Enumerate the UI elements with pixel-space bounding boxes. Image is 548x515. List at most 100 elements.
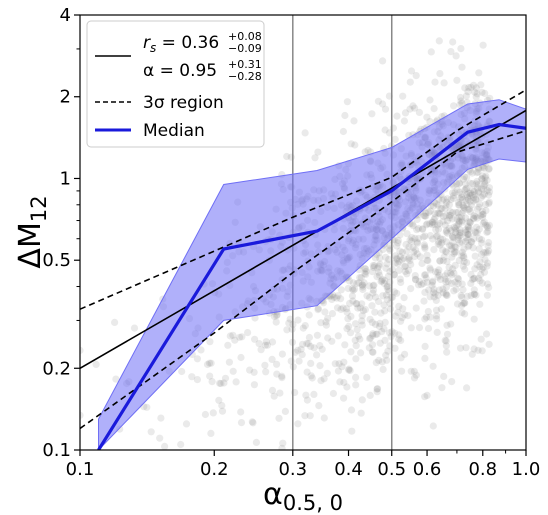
scatter-point bbox=[363, 292, 371, 300]
scatter-point bbox=[307, 359, 315, 367]
scatter-point bbox=[379, 57, 387, 65]
scatter-point bbox=[484, 224, 492, 232]
scatter-point bbox=[366, 391, 374, 399]
x-tick-label: 0.8 bbox=[468, 459, 497, 480]
scatter-point bbox=[478, 239, 486, 247]
scatter-point bbox=[458, 209, 466, 217]
scatter-point bbox=[458, 218, 466, 226]
scatter-point bbox=[381, 105, 390, 113]
scatter-point bbox=[403, 247, 411, 255]
scatter-point bbox=[433, 328, 441, 336]
scatter-point bbox=[270, 312, 278, 321]
scatter-point bbox=[422, 212, 430, 220]
scatter-point bbox=[457, 45, 465, 53]
scatter-point bbox=[472, 195, 480, 203]
scatter-point bbox=[384, 272, 393, 280]
scatter-point bbox=[448, 378, 456, 386]
scatter-point bbox=[340, 358, 348, 366]
scatter-point bbox=[468, 180, 477, 188]
scatter-point bbox=[426, 118, 434, 126]
scatter-point bbox=[462, 228, 470, 236]
scatter-point bbox=[438, 384, 446, 392]
scatter-point bbox=[426, 313, 434, 321]
scatter-point bbox=[462, 180, 470, 188]
scatter-point bbox=[479, 172, 487, 180]
scatter-point bbox=[263, 341, 272, 349]
legend-sigma-label: 3σ region bbox=[143, 93, 224, 113]
scatter-point bbox=[460, 258, 468, 266]
scatter-point bbox=[412, 304, 420, 312]
scatter-point bbox=[201, 410, 209, 419]
scatter-point bbox=[398, 248, 406, 256]
scatter-point bbox=[437, 305, 445, 313]
scatter-point bbox=[92, 360, 100, 368]
scatter-point bbox=[479, 210, 487, 218]
scatter-point bbox=[395, 302, 403, 310]
scatter-point bbox=[452, 248, 460, 256]
scatter-point bbox=[362, 267, 370, 276]
scatter-point bbox=[455, 229, 464, 237]
scatter-point bbox=[463, 191, 471, 199]
scatter-point bbox=[456, 344, 465, 352]
scatter-point bbox=[461, 204, 469, 212]
scatter-point bbox=[378, 358, 386, 366]
scatter-point bbox=[429, 202, 438, 210]
scatter-point bbox=[391, 329, 399, 337]
scatter-point bbox=[481, 256, 489, 264]
scatter-point bbox=[328, 337, 336, 345]
scatter-point bbox=[468, 191, 476, 199]
scatter-point bbox=[439, 289, 447, 297]
fit-line bbox=[80, 109, 526, 369]
scatter-point bbox=[346, 299, 354, 307]
scatter-point bbox=[448, 233, 457, 241]
scatter-point bbox=[467, 201, 475, 209]
scatter-point bbox=[238, 333, 246, 341]
scatter-point bbox=[329, 389, 337, 398]
scatter-point bbox=[237, 353, 245, 362]
scatter-point bbox=[397, 317, 405, 325]
scatter-point bbox=[430, 246, 438, 254]
legend-fit-label: rs = 0.36 bbox=[143, 33, 219, 55]
scatter-point bbox=[368, 302, 376, 310]
scatter-point bbox=[430, 288, 438, 296]
scatter-point bbox=[305, 311, 313, 319]
scatter-point bbox=[305, 333, 313, 342]
scatter-point bbox=[372, 330, 380, 338]
scatter-point bbox=[347, 140, 355, 148]
scatter-point bbox=[357, 409, 365, 417]
x-tick-label: 1.0 bbox=[512, 459, 541, 480]
scatter-point bbox=[381, 336, 389, 344]
scatter-point bbox=[362, 270, 370, 278]
scatter-point bbox=[449, 38, 457, 46]
scatter-point bbox=[445, 263, 453, 271]
scatter-point bbox=[177, 440, 185, 449]
scatter-point bbox=[453, 300, 462, 308]
scatter-point bbox=[481, 178, 489, 186]
scatter-point bbox=[450, 269, 458, 277]
scatter-point bbox=[448, 253, 456, 261]
scatter-point bbox=[358, 317, 366, 325]
scatter-point bbox=[455, 213, 463, 221]
scatter-point bbox=[436, 70, 444, 78]
scatter-point bbox=[431, 210, 439, 218]
scatter-point bbox=[443, 269, 451, 277]
scatter-point bbox=[384, 285, 392, 293]
scatter-point bbox=[456, 225, 464, 233]
scatter-point bbox=[415, 324, 424, 332]
scatter-point bbox=[480, 249, 488, 257]
scatter-point bbox=[343, 305, 351, 313]
scatter-point bbox=[80, 346, 84, 354]
scatter-point bbox=[467, 279, 475, 287]
legend-fit-r-subscript: −0.09 bbox=[228, 42, 262, 55]
scatter-point bbox=[456, 231, 464, 239]
scatter-point bbox=[445, 211, 453, 219]
y-tick-label: 1 bbox=[60, 168, 71, 189]
sigma-lower-line bbox=[80, 129, 526, 430]
scatter-point bbox=[415, 277, 424, 285]
scatter-point bbox=[405, 243, 413, 251]
scatter-point bbox=[426, 96, 434, 104]
scatter-point bbox=[432, 226, 440, 234]
scatter-point bbox=[424, 324, 433, 333]
scatter-point bbox=[413, 250, 421, 258]
scatter-point bbox=[485, 188, 494, 196]
